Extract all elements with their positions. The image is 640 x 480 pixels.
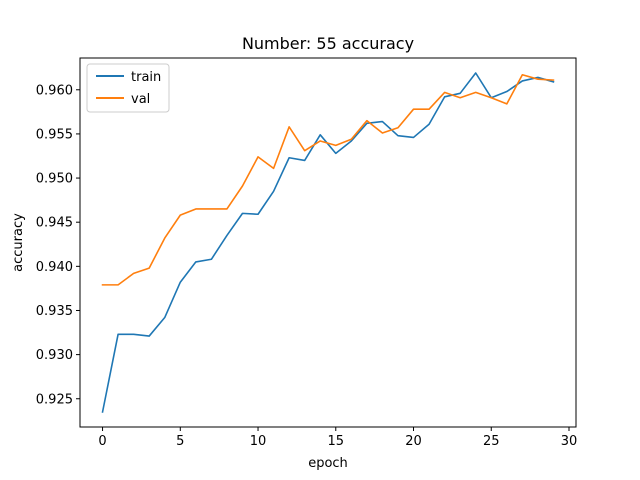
x-tick-label: 0 xyxy=(98,434,106,449)
series-line-train xyxy=(101,72,555,413)
y-tick-label: 0.935 xyxy=(36,304,73,319)
series-line-val xyxy=(101,73,555,286)
legend: train val xyxy=(86,63,170,113)
y-tick-label: 0.930 xyxy=(36,348,73,363)
x-tick-label: 15 xyxy=(328,434,345,449)
y-axis-label: accuracy xyxy=(11,213,26,272)
x-axis: 0 5 10 15 20 25 30 xyxy=(98,427,577,449)
y-axis: 0.925 0.930 0.935 0.940 0.945 0.950 0.955 0.960 xyxy=(36,83,80,407)
x-axis-label: epoch xyxy=(308,456,348,471)
y-tick-label: 0.960 xyxy=(36,83,73,98)
legend-label-train: train xyxy=(131,70,161,85)
y-tick-label: 0.945 xyxy=(36,216,73,231)
y-tick-label: 0.955 xyxy=(36,127,73,142)
x-tick-label: 20 xyxy=(405,434,422,449)
y-tick-label: 0.940 xyxy=(36,260,73,275)
series-layer xyxy=(101,72,555,413)
y-tick-label: 0.950 xyxy=(36,172,73,187)
x-tick-label: 30 xyxy=(561,434,578,449)
x-tick-label: 10 xyxy=(250,434,267,449)
x-tick-label: 25 xyxy=(483,434,500,449)
plot-area-frame xyxy=(79,57,577,428)
x-tick-label: 5 xyxy=(176,434,184,449)
chart-title: Number: 55 accuracy xyxy=(242,34,414,53)
y-tick-label: 0.925 xyxy=(36,392,73,407)
legend-label-val: val xyxy=(131,92,150,107)
